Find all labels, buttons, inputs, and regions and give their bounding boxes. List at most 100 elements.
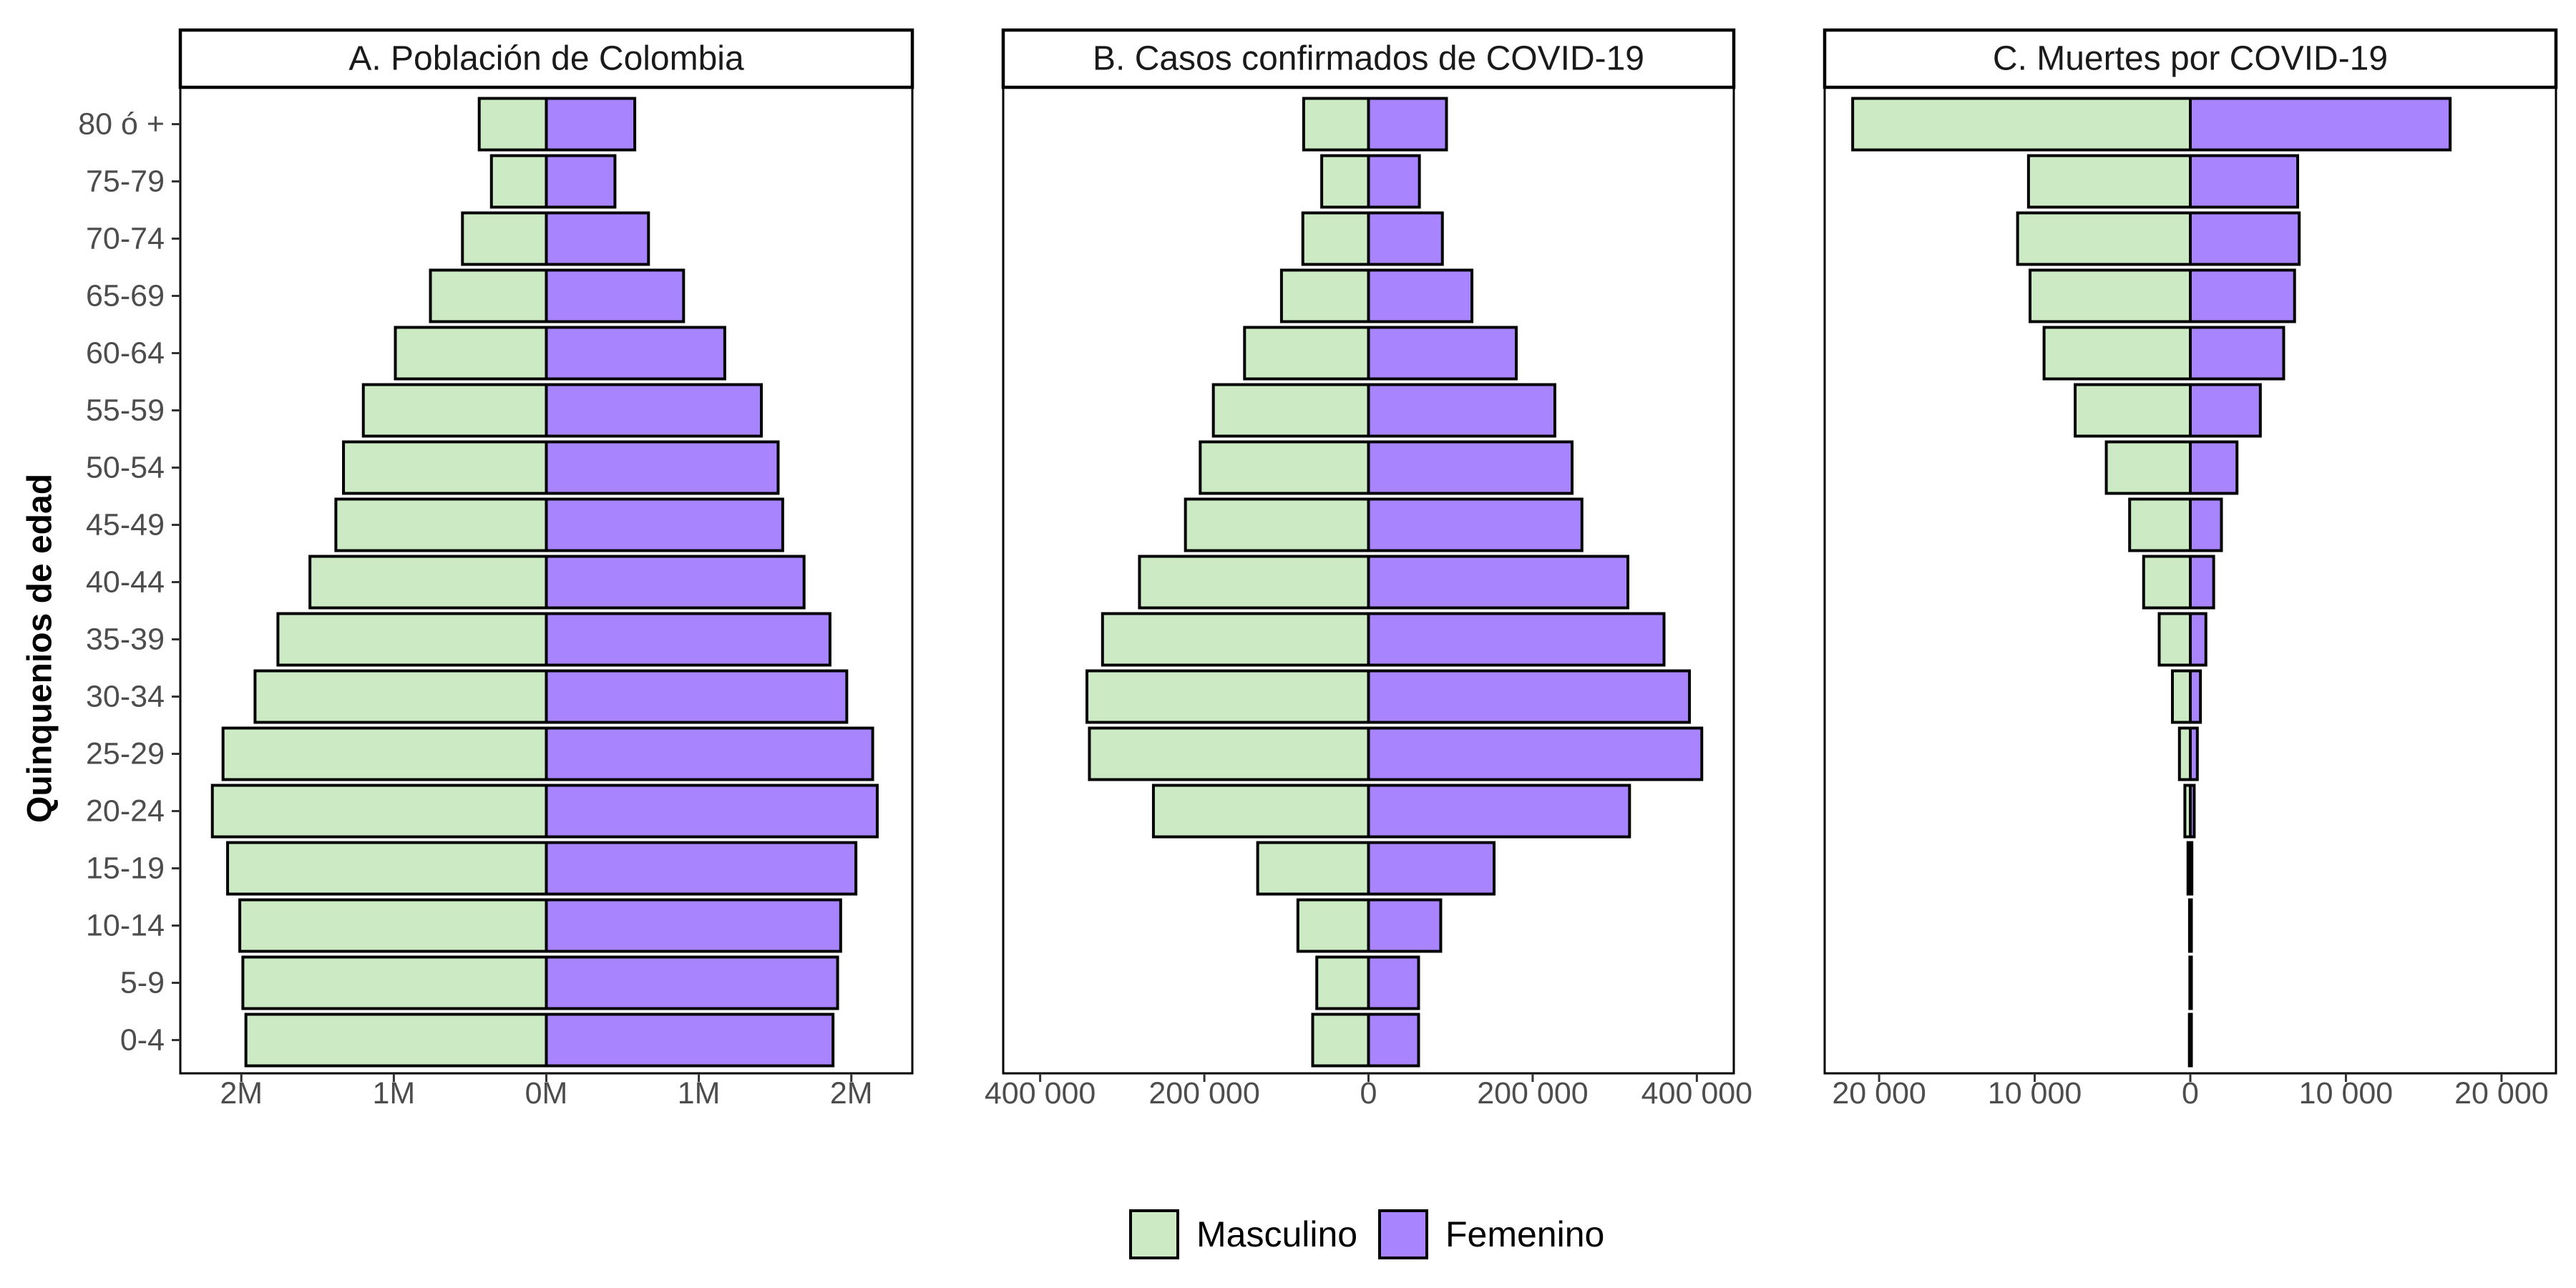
- bar-masculino-60-64-panel-3: [2042, 326, 2192, 381]
- bar-masculino-35-39-panel-3: [2157, 612, 2192, 667]
- bar-masculino-45-49-panel-2: [1184, 497, 1370, 552]
- bar-masculino-75-79-panel-2: [1320, 154, 1370, 209]
- y-tick-label: 35-39: [86, 623, 165, 657]
- x-tick-label: 20 000: [1832, 1076, 1926, 1111]
- bar-femenino-30-34-panel-2: [1367, 669, 1692, 724]
- panel-1-strip: [178, 28, 914, 89]
- panel-2: B. Casos confirmados de COVID-19 400 000 2…: [985, 28, 1752, 1111]
- bar-masculino-80-panel-1: [477, 97, 548, 152]
- y-tick-label: 50-54: [86, 451, 165, 485]
- bar-femenino-75-79-panel-1: [545, 154, 617, 209]
- x-tick-label: 400 000: [985, 1076, 1096, 1111]
- bar-masculino-0-4-panel-1: [244, 1013, 548, 1068]
- bar-masculino-80-panel-3: [1851, 97, 2192, 152]
- y-axis-title: Quinquenios de edad: [21, 474, 59, 823]
- bar-masculino-20-24-panel-1: [210, 784, 548, 839]
- bar-femenino-50-54-panel-3: [2189, 440, 2239, 495]
- y-tick-label: 20-24: [86, 794, 165, 829]
- bar-masculino-30-34-panel-3: [2170, 669, 2192, 724]
- bar-femenino-70-74-panel-1: [545, 211, 650, 266]
- panel-3: C. Muertes por COVID-19 20 000 10 000 0 10 0…: [1823, 28, 2558, 1111]
- bar-femenino-35-39-panel-3: [2189, 612, 2207, 667]
- legend-label-femenino: Femenino: [1445, 1214, 1604, 1254]
- bar-femenino-10-14-panel-3: [2189, 898, 2193, 953]
- bar-masculino-35-39-panel-2: [1101, 612, 1370, 667]
- bar-masculino-75-79-panel-1: [489, 154, 548, 209]
- panel-1: A. Población de Colombia 2M 1M 0M 1M 2M 0-4 5-9…: [78, 28, 914, 1111]
- bar-femenino-0-4-panel-2: [1367, 1013, 1420, 1068]
- x-tick-label: 0M: [525, 1076, 568, 1111]
- chart-panels: A. Población de Colombia 2M 1M 0M 1M 2M 0-4 5-9…: [78, 28, 2558, 1111]
- bar-femenino-80-panel-2: [1367, 97, 1448, 152]
- bar-masculino-35-39-panel-1: [276, 612, 548, 667]
- bar-femenino-10-14-panel-2: [1367, 898, 1443, 953]
- bar-femenino-45-49-panel-2: [1367, 497, 1584, 552]
- bar-masculino-50-54-panel-2: [1199, 440, 1370, 495]
- bar-masculino-40-44-panel-1: [308, 555, 548, 610]
- bar-femenino-40-44-panel-1: [545, 555, 806, 610]
- bar-masculino-25-29-panel-2: [1088, 726, 1370, 781]
- y-tick-label: 60-64: [86, 336, 165, 371]
- bar-femenino-55-59-panel-2: [1367, 383, 1556, 438]
- bar-femenino-25-29-panel-1: [545, 726, 874, 781]
- y-tick-label: 70-74: [86, 222, 165, 256]
- bar-masculino-45-49-panel-1: [334, 497, 548, 552]
- bar-masculino-15-19-panel-2: [1256, 841, 1370, 896]
- y-tick-label: 25-29: [86, 737, 165, 771]
- bar-femenino-5-9-panel-2: [1367, 955, 1420, 1010]
- bar-femenino-75-79-panel-2: [1367, 154, 1421, 209]
- y-tick-label: 0-4: [120, 1023, 165, 1058]
- legend: Masculino Femenino: [1129, 1209, 1604, 1259]
- y-tick-label: 40-44: [86, 565, 165, 600]
- bar-masculino-75-79-panel-3: [2026, 154, 2192, 209]
- bar-femenino-40-44-panel-2: [1367, 555, 1630, 610]
- bar-masculino-40-44-panel-2: [1138, 555, 1370, 610]
- bar-masculino-30-34-panel-1: [253, 669, 548, 724]
- bar-femenino-5-9-panel-3: [2189, 955, 2193, 1010]
- bar-femenino-20-24-panel-3: [2189, 784, 2196, 839]
- bar-masculino-55-59-panel-1: [361, 383, 548, 438]
- y-tick-label: 5-9: [120, 966, 165, 1000]
- bar-femenino-30-34-panel-1: [545, 669, 849, 724]
- bar-femenino-50-54-panel-1: [545, 440, 780, 495]
- panel-3-title: C. Muertes por COVID-19: [1993, 40, 2388, 78]
- x-tick-label: 10 000: [2299, 1076, 2394, 1111]
- y-tick-label: 80 ó +: [78, 107, 165, 142]
- bar-femenino-75-79-panel-3: [2189, 154, 2300, 209]
- bar-femenino-60-64-panel-2: [1367, 326, 1518, 381]
- x-tick-label: 1M: [678, 1076, 721, 1111]
- bar-femenino-70-74-panel-3: [2189, 211, 2301, 266]
- y-tick-label: 30-34: [86, 680, 165, 714]
- bar-femenino-25-29-panel-2: [1367, 726, 1704, 781]
- bar-femenino-0-4-panel-3: [2189, 1013, 2193, 1068]
- x-tick-label: 0: [2182, 1076, 2199, 1111]
- bar-femenino-15-19-panel-2: [1367, 841, 1496, 896]
- bar-femenino-80-panel-3: [2189, 97, 2452, 152]
- bar-masculino-65-69-panel-3: [2029, 268, 2192, 323]
- bar-masculino-55-59-panel-2: [1211, 383, 1370, 438]
- bar-masculino-50-54-panel-1: [342, 440, 548, 495]
- bar-masculino-65-69-panel-1: [429, 268, 548, 323]
- bar-femenino-25-29-panel-3: [2189, 726, 2199, 781]
- bar-femenino-20-24-panel-2: [1367, 784, 1631, 839]
- bar-masculino-70-74-panel-1: [461, 211, 548, 266]
- y-tick-label: 75-79: [86, 165, 165, 199]
- bar-masculino-30-34-panel-2: [1085, 669, 1370, 724]
- bar-masculino-60-64-panel-2: [1243, 326, 1370, 381]
- bar-femenino-5-9-panel-1: [545, 955, 839, 1010]
- bar-masculino-60-64-panel-1: [394, 326, 548, 381]
- bar-masculino-25-29-panel-1: [221, 726, 548, 781]
- bar-masculino-40-44-panel-3: [2142, 555, 2192, 610]
- bar-masculino-80-panel-2: [1302, 97, 1370, 152]
- bar-masculino-5-9-panel-1: [241, 955, 548, 1010]
- x-tick-label: 1M: [373, 1076, 416, 1111]
- bar-masculino-5-9-panel-2: [1315, 955, 1370, 1010]
- bar-femenino-40-44-panel-3: [2189, 555, 2215, 610]
- bar-masculino-20-24-panel-2: [1151, 784, 1370, 839]
- bar-femenino-50-54-panel-2: [1367, 440, 1574, 495]
- bar-femenino-35-39-panel-1: [545, 612, 831, 667]
- bar-femenino-80-panel-1: [545, 97, 637, 152]
- x-tick-label: 20 000: [2454, 1076, 2549, 1111]
- bar-femenino-15-19-panel-3: [2189, 841, 2194, 896]
